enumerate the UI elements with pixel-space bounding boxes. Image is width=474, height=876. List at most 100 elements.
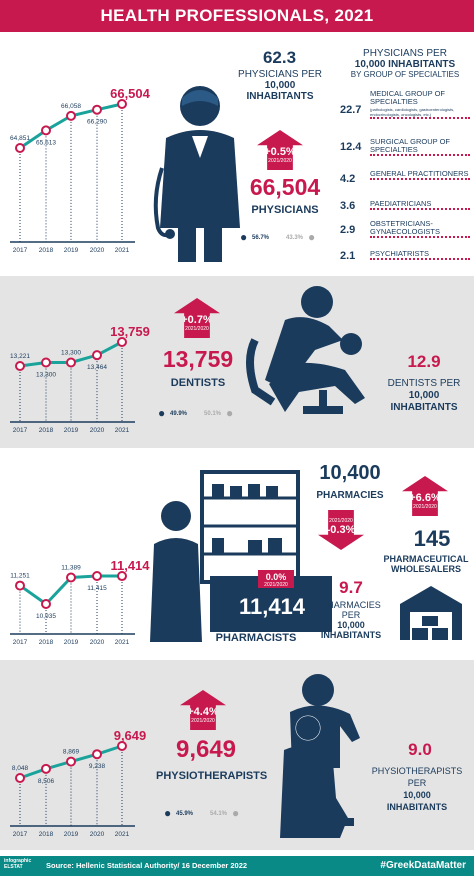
data-label: 8,048 (12, 765, 29, 772)
female-icon: ● (308, 230, 316, 244)
pharmacists-label: PHARMACISTS (215, 632, 297, 644)
year-label: 2017 (13, 247, 28, 254)
data-point (66, 572, 76, 583)
page-title: HEALTH PROFESSIONALS, 2021 (0, 0, 474, 32)
pharmacies-total: 10,400 (319, 462, 381, 484)
dentists-gender: ● 49.9% 50.1% ● (158, 404, 238, 422)
data-label: 8,506 (38, 778, 55, 785)
male-icon: ● (164, 806, 172, 820)
physio-per-inhab-line4: INHABITANTS (386, 802, 448, 812)
year-label: 2018 (39, 427, 54, 434)
spec-row: 2.1 PSYCHIATRISTS (340, 250, 470, 264)
dentists-change-arrow: +0.7% 2021/2020 (174, 298, 220, 338)
physicians-chart: 64,851 2017 65,513 2018 66,058 2019 66,290 2020… (0, 32, 160, 262)
physicians-per-inhab-line2: 10,000 (264, 80, 296, 91)
year-label: 2021 (115, 247, 130, 254)
hashtag: #GreekDataMatter (380, 860, 466, 871)
dentists-per-inhab-line2: 10,000 (408, 390, 440, 401)
physicians-change-arrow: +0.5% 2021/2020 (257, 130, 303, 170)
warehouse-icon (400, 586, 462, 640)
data-point (92, 104, 102, 115)
physio-change: +4.4% (187, 706, 219, 718)
spec-value: 2.9 (340, 224, 356, 236)
pharmacies-per-inhab-line4: INHABITANTS (320, 630, 382, 640)
year-label: 2017 (13, 831, 28, 838)
year-label: 2020 (90, 831, 105, 838)
data-point (41, 357, 51, 368)
wholesalers-change-arrow: +6.6% 2021/2020 (402, 476, 448, 516)
data-point (92, 350, 102, 361)
spec-label: GENERAL PRACTITIONERS (370, 169, 470, 180)
year-label: 2019 (64, 639, 79, 646)
year-label: 2021 (115, 427, 130, 434)
pharmacist-change: 0.0% (265, 572, 287, 582)
data-label: 8,869 (63, 749, 80, 756)
year-label: 2020 (90, 639, 105, 646)
spec-row: 4.2 GENERAL PRACTITIONERS (340, 170, 470, 190)
dentists-change-years: 2021/2020 (185, 326, 209, 332)
physio-change-arrow: +4.4% 2021/2020 (180, 690, 226, 730)
wholesalers-change: +6.6% (409, 492, 441, 504)
dentists-label: DENTISTS (170, 377, 226, 389)
pharmacies-change-arrow: 2021/2020 -0.3% (318, 510, 364, 550)
data-point (117, 741, 127, 751)
physicians-gender: ● 56.7% 43.3% ● (240, 228, 320, 246)
year-label: 2017 (13, 639, 28, 646)
physicians-per-inhab-value: 62.3 (262, 48, 297, 67)
data-point (92, 571, 102, 581)
data-label: 64,851 (10, 135, 30, 142)
physio-per-inhab-line2: PER (407, 778, 427, 788)
year-label: 2021 (115, 831, 130, 838)
wholesalers-label: PHARMACEUTICAL WHOLESALERS (383, 554, 469, 574)
data-point (66, 756, 76, 767)
dentist-chair-icon (246, 286, 365, 414)
physiotherapy-icon (280, 674, 360, 838)
year-label: 2021 (115, 639, 130, 646)
data-label: 13,300 (36, 371, 56, 378)
female-icon: ● (226, 406, 234, 420)
footer: infographic ELSTAT Source: Hellenic Stat… (0, 856, 474, 876)
data-label: 13,221 (10, 353, 30, 360)
physicians-per-inhab-line3: INHABITANTS (246, 91, 314, 102)
data-label: 11,415 (87, 585, 107, 592)
spec-row: 2.9 OBSTETRICIANS-GYNAECOLOGISTS (340, 220, 470, 240)
physio-per-inhab-value: 9.0 (408, 740, 432, 759)
year-label: 2020 (90, 247, 105, 254)
physio-change-years: 2021/2020 (191, 718, 215, 724)
pharmacists-chart: 11,251 2017 10,935 2018 11,389 2019 11,415 2020… (0, 454, 150, 649)
male-icon: ● (240, 230, 248, 244)
spec-title-line1: PHYSICIANS PER (363, 48, 447, 59)
data-point (41, 125, 51, 136)
spec-row: 12.4 SURGICAL GROUP OF SPECIALTIES (340, 138, 470, 158)
data-point (15, 361, 25, 371)
year-label: 2017 (13, 427, 28, 434)
physicians-line-chart: 64,851 2017 65,513 2018 66,058 2019 66,290 2020… (10, 86, 151, 254)
spec-value: 3.6 (340, 200, 356, 212)
data-label: 66,058 (61, 103, 81, 110)
pharmacies-label: PHARMACIES (316, 490, 384, 501)
spec-value: 4.2 (340, 173, 356, 185)
dentists-total: 13,759 (162, 346, 234, 372)
data-label: 13,464 (87, 364, 107, 371)
spec-label: MEDICAL GROUP OF SPECIALTIES (370, 89, 446, 106)
physicians-change: +0.5% (264, 146, 296, 158)
physio-total: 9,649 (175, 736, 237, 763)
year-label: 2018 (39, 831, 54, 838)
dentists-line-chart: 13,221 2017 13,300 2018 13,300 2019 13,464 2020… (10, 324, 150, 434)
data-point (117, 571, 127, 582)
physio-male-pct: 45.9% (176, 811, 194, 817)
spec-label: OBSTETRICIANS-GYNAECOLOGISTS (370, 220, 470, 238)
physio-per-inhab-line3: 10,000 (403, 790, 431, 800)
data-label: 13,300 (61, 349, 81, 356)
logo-line2: ELSTAT (4, 864, 23, 870)
physicians-change-years: 2021/2020 (268, 158, 292, 164)
pharmacists-section: 11,251 2017 10,935 2018 11,389 2019 11,415 2020… (0, 454, 474, 654)
data-point (92, 749, 102, 760)
pharmacist-change-years: 2021/2020 (264, 582, 288, 588)
wholesalers-change-years: 2021/2020 (413, 504, 437, 510)
pharmacies-per-inhab-line1: PHARMACIES (321, 600, 381, 610)
data-label: 9,649 (114, 728, 147, 743)
physio-line-chart: 8,048 2017 8,506 2018 8,869 2019 9,238 2020 9,64… (10, 728, 147, 838)
pharmacies-change: -0.3% (326, 524, 356, 536)
dentists-section: 13,221 2017 13,300 2018 13,300 2019 13,464 2020… (0, 276, 474, 448)
